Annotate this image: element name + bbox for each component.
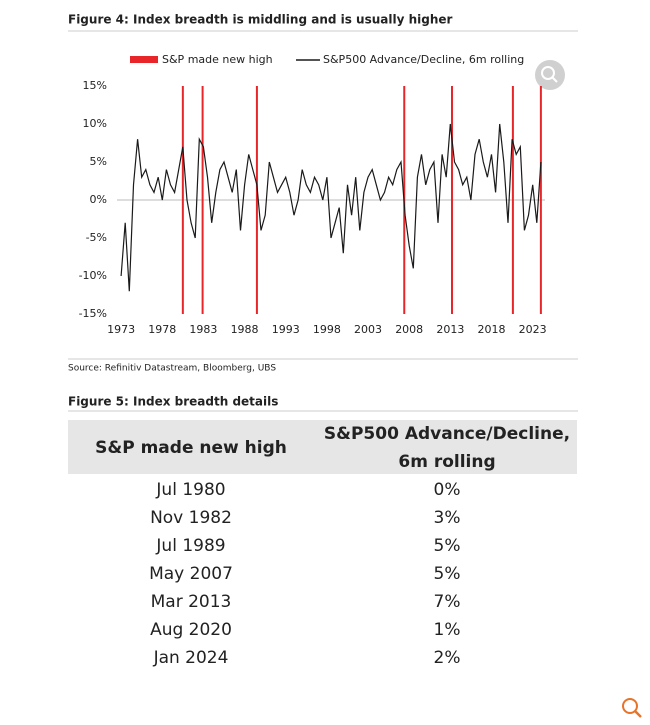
table-header <box>68 420 577 474</box>
figure-title: Figure 5: Index breadth details <box>68 395 278 409</box>
x-tick-label: 2003 <box>354 323 382 336</box>
table-cell: 5% <box>434 564 461 584</box>
x-tick-label: 1993 <box>272 323 300 336</box>
table-cell: Jan 2024 <box>153 648 229 668</box>
x-tick-label: 2018 <box>478 323 506 336</box>
y-tick-label: -10% <box>79 269 107 282</box>
x-tick-label: 2008 <box>395 323 423 336</box>
table-cell: 2% <box>434 648 461 668</box>
x-tick-label: 2013 <box>436 323 464 336</box>
table-cell: 5% <box>434 536 461 556</box>
table-cell: 1% <box>434 620 461 640</box>
table-cell: 3% <box>434 508 461 528</box>
zoom-icon[interactable] <box>622 698 638 714</box>
y-tick-label: 0% <box>90 193 107 206</box>
y-tick-label: -5% <box>86 231 107 244</box>
source: Source: Refinitiv Datastream, Bloomberg,… <box>68 364 276 374</box>
table-cell: Jul 1980 <box>155 480 225 500</box>
table-cell: 7% <box>434 592 461 612</box>
column-header: S&P500 Advance/Decline, <box>324 424 570 444</box>
x-tick-label: 1973 <box>107 323 135 336</box>
y-tick-label: -15% <box>79 307 107 320</box>
x-tick-label: 1988 <box>231 323 259 336</box>
zoom-icon <box>551 76 558 83</box>
x-tick-label: 1983 <box>189 323 217 336</box>
table-cell: Nov 1982 <box>150 508 232 528</box>
y-tick-label: 10% <box>83 117 107 130</box>
legend-label: S&P made new high <box>162 53 273 66</box>
legend-label: S&P500 Advance/Decline, 6m rolling <box>323 53 524 66</box>
series-line <box>120 123 542 292</box>
zoom-icon <box>634 710 642 718</box>
y-tick-label: 15% <box>83 79 107 92</box>
table-cell: 0% <box>434 480 461 500</box>
column-header: 6m rolling <box>398 452 495 472</box>
zoom-button[interactable] <box>535 60 565 90</box>
x-tick-label: 2023 <box>519 323 547 336</box>
table-cell: Aug 2020 <box>150 620 232 640</box>
x-tick-label: 1978 <box>148 323 176 336</box>
table-cell: May 2007 <box>149 564 233 584</box>
zoom-icon <box>541 66 555 80</box>
table-cell: Jul 1989 <box>155 536 225 556</box>
figure-title: Figure 4: Index breadth is middling and … <box>68 13 453 27</box>
y-tick-label: 5% <box>90 155 107 168</box>
table-cell: Mar 2013 <box>151 592 232 612</box>
legend-swatch <box>130 56 158 63</box>
column-header: S&P made new high <box>95 438 287 458</box>
x-tick-label: 1998 <box>313 323 341 336</box>
